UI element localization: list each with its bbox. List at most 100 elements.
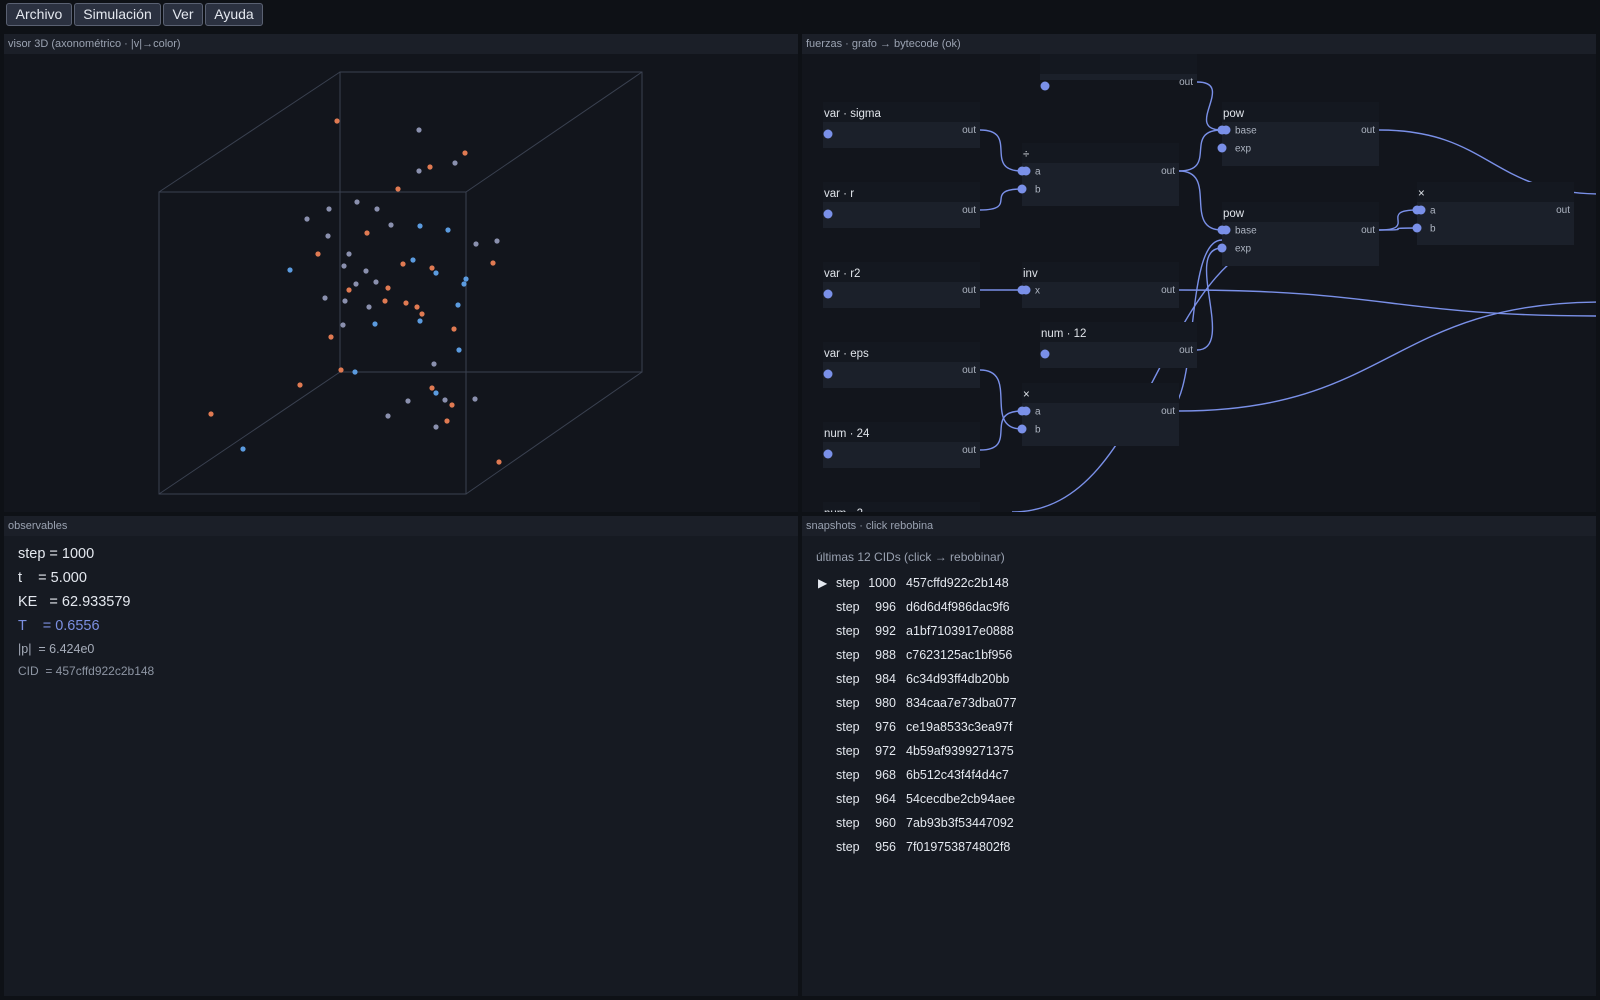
particle: [445, 227, 451, 233]
port-in-exp[interactable]: [1217, 243, 1227, 253]
particle: [496, 459, 502, 465]
particle: [419, 311, 425, 317]
viewer-canvas[interactable]: [4, 54, 798, 512]
particle: [240, 446, 246, 452]
port-dot[interactable]: [823, 209, 833, 219]
menu-simulacion[interactable]: Simulación: [74, 3, 161, 26]
port-dot[interactable]: [1040, 81, 1050, 91]
snapshot-row[interactable]: step 984 6c34d93ff4db20bb: [816, 668, 1216, 690]
port-out-label: out: [1179, 345, 1193, 356]
snapshot-cid: 54cecdbe2cb94aee: [906, 792, 1016, 806]
snapshots-title: snapshots · click rebobina: [802, 516, 1596, 536]
snapshot-row[interactable]: step 996 d6d6d4f986dac9f6: [816, 596, 1216, 618]
port-out-label: out: [1361, 225, 1375, 236]
snapshot-step: 992: [875, 624, 896, 638]
graph-node-r[interactable]: var · r out: [823, 182, 980, 228]
snapshot-cid: 834caa7e73dba077: [906, 696, 1017, 710]
graph-node-inv[interactable]: inv out x: [1017, 262, 1180, 308]
particle: [455, 302, 461, 308]
particle: [340, 322, 346, 328]
obs-momentum: |p| = 6.424e0: [18, 642, 95, 656]
snapshot-label: step: [836, 600, 860, 614]
port-dot[interactable]: [823, 369, 833, 379]
port-in-dot[interactable]: [1021, 166, 1031, 176]
snapshot-label: step: [836, 840, 860, 854]
graph-node-r2[interactable]: var · r2 out: [823, 262, 980, 308]
port-in-dot[interactable]: [1021, 285, 1031, 295]
particle: [363, 268, 369, 274]
port-in-b[interactable]: [1017, 424, 1027, 434]
particle: [490, 260, 496, 266]
particle: [341, 263, 347, 269]
snapshot-row-current[interactable]: ▶ step 1000 457cffd922c2b148: [816, 572, 1216, 594]
graph-canvas[interactable]: var · sigma out var · r out var · r2 out var ·…: [802, 54, 1596, 512]
particle: [352, 369, 358, 375]
particle: [494, 238, 500, 244]
snapshot-step: 956: [875, 840, 896, 854]
port-in-dot[interactable]: [1221, 125, 1231, 135]
menu-ver[interactable]: Ver: [163, 3, 203, 26]
observables-body: step = 1000 t = 5.000 KE = 62.933579 T =…: [4, 536, 798, 996]
snapshot-row[interactable]: step 980 834caa7e73dba077: [816, 692, 1216, 714]
menu-ayuda[interactable]: Ayuda: [205, 3, 263, 26]
cube-edge: [158, 371, 341, 495]
snapshot-row[interactable]: step 964 54cecdbe2cb94aee: [816, 788, 1216, 810]
graph-title: fuerzas · grafo → bytecode (ok): [802, 34, 1596, 54]
snapshot-step: 968: [875, 768, 896, 782]
port-in-b[interactable]: [1017, 184, 1027, 194]
port-in-dot[interactable]: [1416, 205, 1426, 215]
snapshot-step: 960: [875, 816, 896, 830]
port-dot[interactable]: [823, 289, 833, 299]
node-title: num · 12: [1041, 328, 1086, 340]
node-title: var · sigma: [824, 108, 881, 120]
snapshot-row[interactable]: step 976 ce19a8533c3ea97f: [816, 716, 1216, 738]
graph-node-n24[interactable]: num · 24 out: [823, 422, 980, 468]
graph-node-mul1[interactable]: × out ab: [1017, 383, 1180, 446]
cube-edge: [158, 71, 341, 193]
particle: [427, 164, 433, 170]
viewer-svg: [158, 71, 643, 495]
node-title: var · eps: [824, 348, 869, 360]
wire: [1178, 301, 1596, 412]
port-dot[interactable]: [823, 449, 833, 459]
snapshot-step: 1000: [868, 576, 896, 590]
graph-node-mul2[interactable]: × out ab: [1412, 182, 1575, 245]
snapshot-step: 980: [875, 696, 896, 710]
snapshot-row[interactable]: step 992 a1bf7103917e0888: [816, 620, 1216, 642]
port-label-base: base: [1235, 126, 1257, 137]
particle: [374, 206, 380, 212]
snapshot-label: step: [836, 648, 860, 662]
menu-archivo[interactable]: Archivo: [6, 3, 72, 26]
particle: [322, 295, 328, 301]
obs-temperature: T = 0.6556: [18, 618, 100, 634]
snapshot-label: step: [836, 624, 860, 638]
snapshot-row[interactable]: step 956 7f019753874802f8: [816, 836, 1216, 858]
port-dot[interactable]: [823, 129, 833, 139]
port-in-b[interactable]: [1412, 223, 1422, 233]
snapshot-row[interactable]: step 972 4b59af9399271375: [816, 740, 1216, 762]
particle: [429, 265, 435, 271]
port-in-exp[interactable]: [1217, 143, 1227, 153]
snapshot-row[interactable]: step 960 7ab93b3f53447092: [816, 812, 1216, 834]
snapshot-cid: ce19a8533c3ea97f: [906, 720, 1013, 734]
wire: [1378, 227, 1418, 231]
node-title: pow: [1223, 208, 1245, 220]
graph-node-pow2[interactable]: pow out base exp: [1217, 202, 1380, 266]
graph-node-n12[interactable]: num · 12 out: [1040, 322, 1197, 368]
port-out-label: out: [1161, 166, 1175, 177]
graph-node-sigma[interactable]: var · sigma out: [823, 102, 980, 148]
particle: [354, 199, 360, 205]
port-in-dot[interactable]: [1021, 406, 1031, 416]
graph-node-pow1[interactable]: pow out base exp: [1217, 102, 1380, 166]
wire: [979, 129, 1023, 172]
port-in-dot[interactable]: [1221, 225, 1231, 235]
port-dot[interactable]: [1040, 349, 1050, 359]
snapshot-row[interactable]: step 968 6b512c43f4f4d4c7: [816, 764, 1216, 786]
snapshot-row[interactable]: step 988 c7623125ac1bf956: [816, 644, 1216, 666]
graph-node-div[interactable]: ÷ out ab: [1017, 143, 1180, 206]
observables-panel: observables step = 1000 t = 5.000 KE = 6…: [4, 516, 798, 996]
snapshot-step: 976: [875, 720, 896, 734]
graph-node-top[interactable]: out: [1040, 54, 1197, 91]
graph-node-eps[interactable]: var · eps out: [823, 342, 980, 388]
